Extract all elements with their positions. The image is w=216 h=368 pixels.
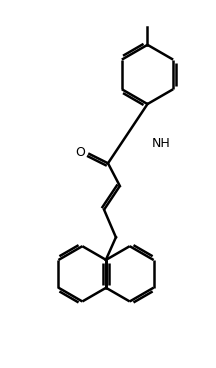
Text: NH: NH — [152, 137, 171, 150]
Text: O: O — [75, 146, 85, 159]
